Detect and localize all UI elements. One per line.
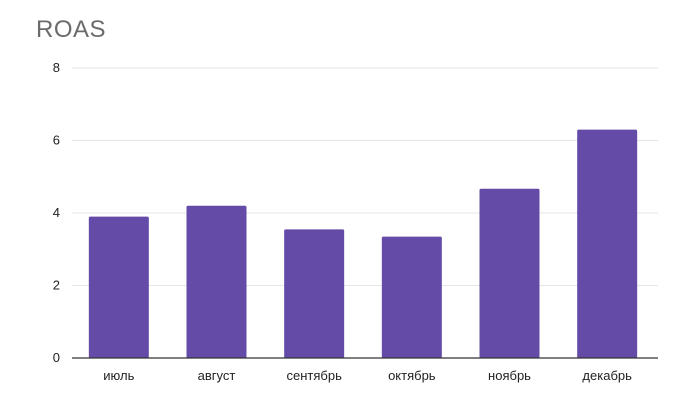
- bar-1: [88, 216, 149, 358]
- y-tick-label: 0: [53, 350, 60, 365]
- y-tick-label: 2: [53, 278, 60, 293]
- bar-4: [381, 236, 442, 358]
- bar-2: [186, 205, 247, 358]
- x-tick-label: октябрь: [388, 368, 436, 383]
- y-tick-label: 8: [53, 60, 60, 75]
- x-tick-label: сентябрь: [286, 368, 342, 383]
- x-tick-label: ноябрь: [488, 368, 531, 383]
- y-tick-label: 6: [53, 133, 60, 148]
- chart-title: ROAS: [36, 16, 107, 43]
- bar-6: [577, 129, 638, 358]
- bar-5: [479, 188, 540, 358]
- x-tick-label: декабрь: [582, 368, 632, 383]
- y-tick-label: 4: [53, 205, 60, 220]
- x-tick-label: август: [198, 368, 236, 383]
- bar-3: [284, 229, 345, 358]
- x-tick-label: июль: [103, 368, 134, 383]
